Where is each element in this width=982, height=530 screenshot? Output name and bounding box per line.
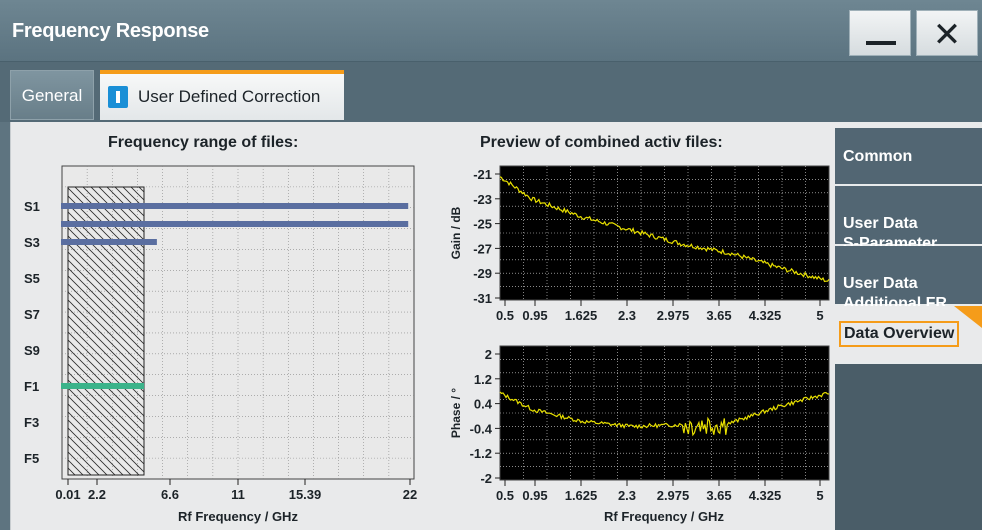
- title-bar: Frequency Response ✕: [0, 0, 982, 62]
- range-bar-s1: [61, 203, 409, 209]
- phase-trace: [499, 391, 830, 437]
- y-tick-label: F3: [24, 415, 39, 430]
- range-bar-s3: [61, 239, 157, 245]
- phase-y-axis-label: Phase / °: [449, 388, 463, 438]
- tab-general-label: General: [21, 86, 83, 105]
- x-tick-label: 0.01: [55, 487, 80, 502]
- x-tick-label: 2.975: [657, 308, 690, 323]
- y-tick-label: 0.4: [474, 397, 493, 412]
- left-x-axis-label: Rf Frequency / GHz: [178, 509, 298, 524]
- y-tick-label: F5: [24, 451, 39, 466]
- gain-y-axis-label: Gain / dB: [449, 206, 463, 259]
- y-tick-label: S9: [24, 343, 40, 358]
- x-tick-label: 2.975: [657, 488, 690, 503]
- x-tick-label: 1.625: [565, 308, 598, 323]
- y-tick-label: 2: [485, 347, 492, 362]
- y-tick-label: -1.2: [470, 446, 492, 461]
- sidebar-item-label: Data Overview: [839, 321, 960, 347]
- range-bar-s2: [61, 221, 409, 227]
- toggle-on-icon[interactable]: [108, 86, 128, 108]
- close-icon: ✕: [932, 15, 962, 55]
- x-tick-label: 11: [231, 487, 245, 502]
- y-tick-label: -27: [473, 241, 492, 256]
- sidebar-item-user-data-additional-fr[interactable]: User Data Additional FR: [835, 246, 982, 312]
- x-tick-label: 0.95: [522, 308, 547, 323]
- x-tick-label: 1.625: [565, 488, 598, 503]
- x-tick-label: 4.325: [749, 488, 782, 503]
- y-tick-label: -29: [473, 266, 492, 281]
- y-tick-label: -2: [480, 471, 492, 486]
- x-tick-label: 0.5: [496, 488, 514, 503]
- x-tick-label: 2.2: [88, 487, 106, 502]
- x-tick-label: 2.3: [618, 488, 636, 503]
- close-button[interactable]: ✕: [916, 10, 978, 56]
- x-tick-label: 0.5: [496, 308, 514, 323]
- x-tick-label: 0.95: [522, 488, 547, 503]
- y-tick-label: -31: [473, 291, 492, 306]
- x-tick-label: 4.325: [749, 308, 782, 323]
- tab-strip: General User Defined Correction: [0, 62, 982, 122]
- y-tick-label: -0.4: [470, 421, 493, 436]
- x-tick-label: 3.65: [706, 308, 731, 323]
- sidebar-item-label: Common: [843, 148, 913, 165]
- x-tick-label: 6.6: [161, 487, 179, 502]
- y-tick-label: -25: [473, 217, 492, 232]
- window-title: Frequency Response: [12, 20, 209, 42]
- x-tick-label: 3.65: [706, 488, 731, 503]
- hatched-range: [67, 186, 145, 476]
- sidebar-item-common[interactable]: Common: [835, 128, 982, 186]
- x-tick-label: 5: [816, 308, 823, 323]
- tab-general[interactable]: General: [10, 70, 94, 120]
- y-tick-label: 1.2: [474, 372, 492, 387]
- x-tick-label: 5: [816, 488, 823, 503]
- y-tick-label: F1: [24, 379, 39, 394]
- y-tick-label: S5: [24, 271, 40, 286]
- y-tick-label: -23: [473, 192, 492, 207]
- right-panel-title: Preview of combined activ files:: [480, 134, 723, 151]
- sidebar-item-data-overview[interactable]: Data Overview: [835, 306, 982, 364]
- sidebar-item-user-data-s-parameter[interactable]: User Data S-Parameter: [835, 186, 982, 252]
- y-tick-label: S3: [24, 235, 40, 250]
- tab-user-defined-correction[interactable]: User Defined Correction: [100, 70, 344, 120]
- sidebar: Common User Data S-Parameter User Data A…: [835, 128, 982, 530]
- y-tick-label: -21: [473, 167, 492, 182]
- y-tick-label: S7: [24, 307, 40, 322]
- right-x-axis-label: Rf Frequency / GHz: [604, 509, 724, 524]
- x-tick-label: 15.39: [289, 487, 322, 502]
- minimize-icon: [866, 41, 896, 45]
- left-panel-title: Frequency range of files:: [108, 134, 299, 151]
- x-tick-label: 22: [403, 487, 417, 502]
- minimize-button[interactable]: [849, 10, 911, 56]
- tab-user-defined-correction-label: User Defined Correction: [138, 87, 321, 106]
- range-bar-f1: [61, 383, 145, 389]
- x-tick-label: 2.3: [618, 308, 636, 323]
- active-corner-icon: [954, 306, 982, 328]
- gain-trace: [499, 176, 830, 283]
- y-tick-label: S1: [24, 199, 40, 214]
